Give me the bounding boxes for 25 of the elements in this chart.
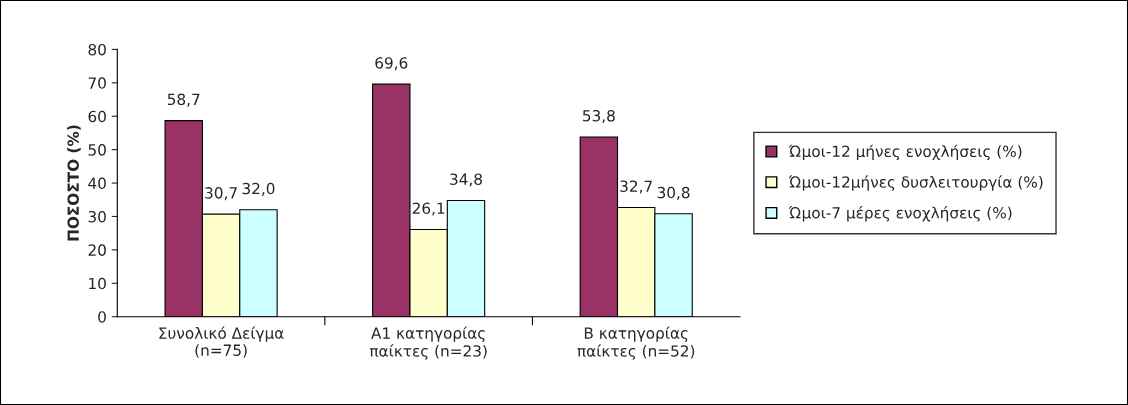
y-tick-label: 30 — [88, 210, 106, 223]
data-label: 69,6 — [375, 57, 408, 71]
y-tick-label: 60 — [88, 110, 106, 123]
y-tick-label: 80 — [88, 43, 106, 56]
data-label: 30,7 — [205, 187, 237, 201]
data-label: 32,0 — [242, 182, 275, 196]
data-label: 30,8 — [657, 186, 690, 200]
x-tick-label: Συνολικό Δείγμα (n=75) — [159, 326, 284, 358]
data-label: 53,8 — [583, 109, 615, 124]
y-tick-label: 0 — [98, 311, 106, 323]
x-tick-label: Β κατηγορίας παίκτες (n=52) — [577, 326, 695, 360]
legend-label: Ώμοι-7 μέρες ενοχλήσεις (%) — [788, 206, 1012, 222]
y-tick-label: 70 — [88, 77, 106, 89]
data-label: 58,7 — [167, 93, 200, 107]
y-tick-label: 10 — [89, 277, 106, 290]
x-tick-label: Α1 κατηγορίας παίκτες (n=23) — [369, 326, 487, 360]
y-tick-label: 40 — [88, 177, 106, 190]
data-label: 34,8 — [450, 173, 482, 187]
y-tick-label: 20 — [88, 244, 106, 256]
data-label: 32,7 — [620, 180, 652, 194]
legend-label: Ώμοι-12 μήνες ενοχλήσεις (%) — [788, 144, 1022, 161]
data-label: 26,1 — [412, 202, 445, 216]
legend-label: Ώμοι-12μήνες δυσλειτουργία (%) — [788, 175, 1043, 191]
y-tick-label: 50 — [88, 144, 106, 156]
y-axis-title: ΠΟΣΟΣΤΟ (%) — [67, 125, 81, 241]
